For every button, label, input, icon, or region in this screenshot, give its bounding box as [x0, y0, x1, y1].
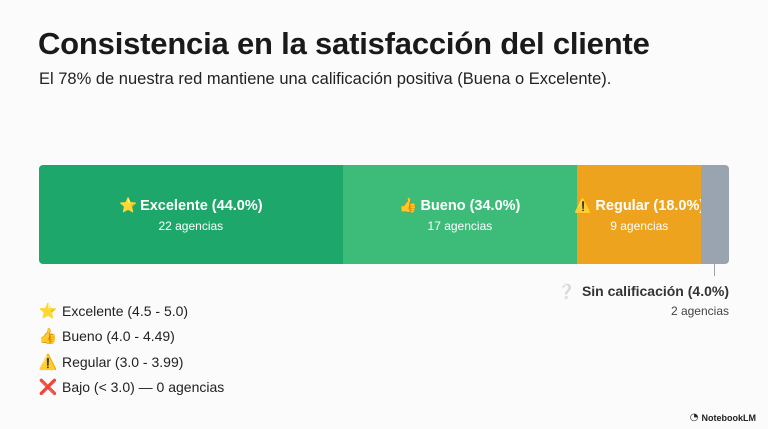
segment-count: 22 agencias — [158, 218, 224, 233]
thumbs-up-icon: 👍 — [38, 327, 58, 346]
bar-segment-bueno: 👍 Bueno (34.0%) 17 agencias — [342, 165, 578, 264]
segment-label-text: Bueno (34.0%) — [420, 197, 521, 214]
notebooklm-logo-icon: ◔ — [689, 412, 699, 423]
legend: ⭐ Excelente (4.5 - 5.0) 👍 Bueno (4.0 - 4… — [38, 298, 225, 401]
legend-label: Bajo (< 3.0) — 0 agencias — [62, 379, 225, 396]
legend-item-bueno: 👍 Bueno (4.0 - 4.49) — [38, 324, 224, 350]
chart-subtitle: El 78% de nuestra red mantiene una calif… — [39, 70, 612, 88]
legend-item-bajo: ❌ Bajo (< 3.0) — 0 agencias — [38, 375, 225, 401]
sin-calificacion-leader-line — [714, 264, 715, 276]
warning-icon: ⚠️ — [38, 352, 58, 371]
sin-calificacion-count: 2 agencias — [670, 304, 729, 318]
segment-count: 17 agencias — [427, 218, 493, 233]
legend-label: Bueno (4.0 - 4.49) — [62, 328, 175, 345]
segment-label-text: Excelente (44.0%) — [140, 197, 263, 214]
warning-icon: ⚠️ — [574, 197, 593, 214]
sin-calificacion-label: ❔ Sin calificación (4.0%) — [558, 283, 729, 300]
legend-label: Excelente (4.5 - 5.0) — [62, 302, 189, 319]
chart-title: Consistencia en la satisfacción del clie… — [38, 26, 650, 61]
brand-watermark: ◔ NotebookLM — [690, 412, 756, 423]
cross-icon: ❌ — [38, 378, 58, 397]
bar-segment-excelente: ⭐ Excelente (44.0%) 22 agencias — [39, 165, 343, 264]
segment-label: 👍 Bueno (34.0%) — [399, 197, 520, 214]
bar-segment-sin-calificacion — [701, 165, 729, 264]
question-icon: ❔ — [557, 284, 576, 300]
segment-label: ⭐ Excelente (44.0%) — [119, 197, 263, 214]
brand-name: NotebookLM — [701, 412, 757, 423]
stacked-bar: ⭐ Excelente (44.0%) 22 agencias 👍 Bueno (34.… — [39, 165, 729, 264]
legend-item-excelente: ⭐ Excelente (4.5 - 5.0) — [38, 298, 224, 324]
bar-segment-regular: ⚠️ Regular (18.0%) 9 agencias — [574, 165, 704, 264]
segment-label-text: Regular (18.0%) — [595, 197, 705, 214]
segment-count: 9 agencias — [610, 218, 669, 233]
segment-label: ⚠️ Regular (18.0%) — [574, 197, 704, 214]
thumbs-up-icon: 👍 — [399, 197, 418, 214]
star-icon: ⭐ — [119, 197, 138, 214]
sin-calificacion-label-text: Sin calificación (4.0%) — [581, 283, 729, 299]
legend-item-regular: ⚠️ Regular (3.0 - 3.99) — [38, 349, 224, 375]
star-icon: ⭐ — [38, 301, 58, 320]
legend-label: Regular (3.0 - 3.99) — [62, 353, 184, 370]
